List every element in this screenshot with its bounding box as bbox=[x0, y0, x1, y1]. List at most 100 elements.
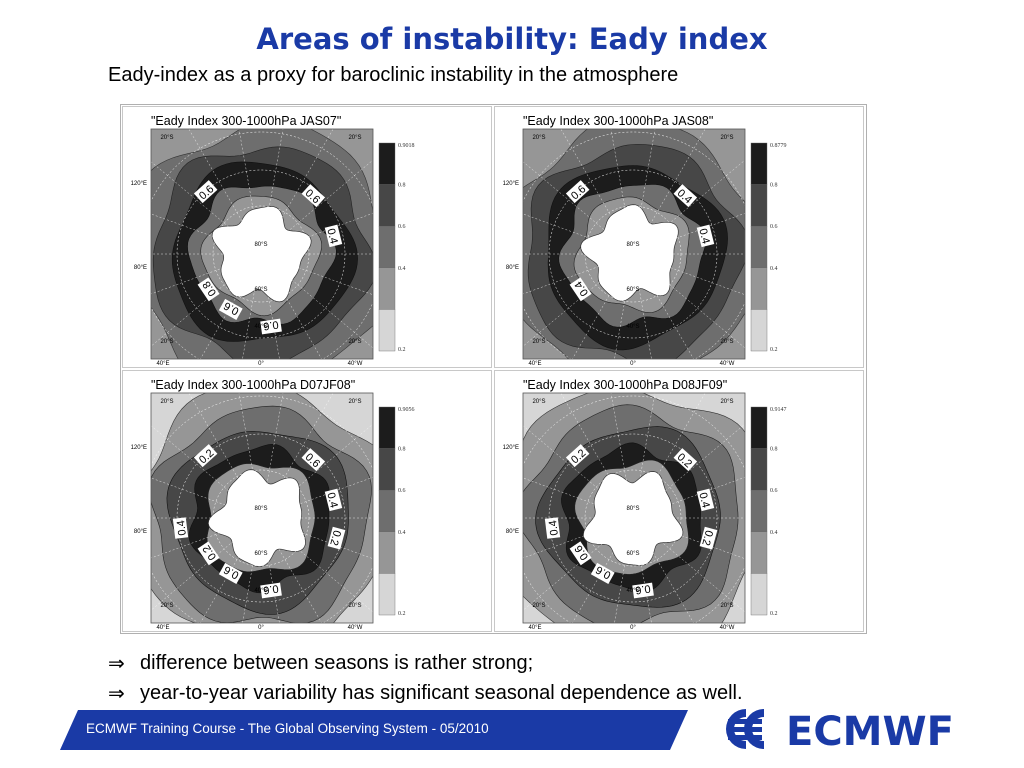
contour-label: 0.6 bbox=[260, 318, 282, 335]
lat-label-60s: 60°S bbox=[254, 551, 267, 557]
contour-label: 0.2 bbox=[327, 526, 346, 550]
legend-swatch bbox=[378, 184, 396, 227]
legend-swatch bbox=[750, 267, 768, 310]
contour-label: 0.2 bbox=[699, 526, 718, 550]
map-panel-d08jf09: 0.2 0.2 0.4 0.6 0.6 0.6 0.4 0.2 80°S 60°S 40°S 20°S… bbox=[494, 370, 864, 632]
contour-label-text: 0.2 bbox=[699, 529, 715, 547]
panel-title: "Eady Index 300-1000hPa D07JF08" bbox=[151, 378, 356, 392]
contour-label-bg bbox=[696, 488, 715, 512]
meridian-line bbox=[523, 213, 745, 295]
lat-label-80s: 80°S bbox=[626, 506, 639, 512]
contour-label-text: 0.4 bbox=[696, 491, 711, 509]
lat-label-40s: 40°S bbox=[626, 324, 639, 330]
legend-max-label: 0.9018 bbox=[398, 143, 415, 149]
ecmwf-logo: ECMWF bbox=[726, 709, 954, 753]
lat-label-20s: 20°S bbox=[160, 339, 173, 345]
legend-swatch bbox=[750, 225, 768, 268]
legend-swatch bbox=[750, 448, 768, 491]
map-canvas: 0.6 0.60.40.80.60.680°S60°S40°S20°S 20°S20… bbox=[131, 128, 415, 367]
lon-label-40e: 40°E bbox=[528, 625, 541, 631]
lat-label-40s: 40°S bbox=[254, 324, 267, 330]
bullet-text: difference between seasons is rather str… bbox=[140, 652, 534, 674]
contour-label-bg bbox=[696, 224, 715, 248]
contour-label-bg bbox=[260, 318, 282, 335]
ecmwf-globe-icon bbox=[726, 709, 764, 749]
map-frame bbox=[522, 128, 746, 360]
contour-label-bg bbox=[301, 184, 326, 208]
map-canvas: 0.2 0.60.40.20.60.60.40.280°S60°S40°S20°S… bbox=[131, 392, 415, 631]
lon-label-0: 0° bbox=[630, 625, 636, 631]
contour-label-bg bbox=[260, 582, 282, 599]
lat-label-40s: 40°S bbox=[626, 588, 639, 594]
panel-title: "Eady Index 300-1000hPa JAS08" bbox=[523, 114, 714, 128]
lon-label-40w: 40°W bbox=[720, 625, 735, 631]
contour-label-bg bbox=[324, 488, 343, 512]
legend-tick-label: 0.2 bbox=[398, 611, 406, 617]
legend-swatch bbox=[750, 489, 768, 532]
legend-tick-label: 0.6 bbox=[398, 224, 406, 230]
map-panel-jas08: 0.6 0.4 0.4 0.4 80°S 60°S 40°S 20°S 20°S 20°S 20°S… bbox=[494, 106, 864, 368]
eady-field: 0.6 0.40.40.4 bbox=[523, 129, 745, 359]
contour-label-text: 0.6 bbox=[262, 318, 279, 332]
lon-label-40e: 40°E bbox=[156, 625, 169, 631]
eady-field: 0.2 0.20.40.60.60.60.40.2 bbox=[523, 393, 745, 623]
legend-tick-label: 0.4 bbox=[398, 266, 406, 272]
legend-swatch bbox=[378, 225, 396, 268]
contour-label-bg bbox=[699, 526, 718, 550]
contour-label-bg bbox=[590, 562, 615, 584]
legend-swatch bbox=[750, 573, 768, 616]
contour-label: 0.4 bbox=[696, 488, 715, 512]
bullet-list: ⇒ difference between seasons is rather s… bbox=[108, 648, 743, 708]
contour-label-bg bbox=[193, 444, 218, 468]
lon-label-120e: 120°E bbox=[503, 181, 519, 187]
contour-label: 0.4 bbox=[324, 224, 343, 248]
bullet-item: ⇒ difference between seasons is rather s… bbox=[108, 648, 743, 678]
lat-label-20s: 20°S bbox=[532, 603, 545, 609]
contour-label-bg bbox=[324, 224, 343, 248]
legend-tick-label: 0.6 bbox=[770, 488, 778, 494]
legend-swatch bbox=[378, 267, 396, 310]
lat-label-20s: 20°S bbox=[348, 339, 361, 345]
legend-tick-label: 0.4 bbox=[770, 266, 778, 272]
lon-label-80e: 80°E bbox=[134, 265, 147, 271]
contour-label-bg bbox=[172, 517, 189, 539]
map-panel-jas07: 0.6 0.6 0.4 0.8 0.6 0.6 80°S 60°S 40°S 20°S 20°S 20… bbox=[122, 106, 492, 368]
lat-label-20s: 20°S bbox=[348, 603, 361, 609]
contour-label-text: 0.2 bbox=[327, 529, 343, 547]
lon-label-80e: 80°E bbox=[134, 529, 147, 535]
panel-title: "Eady Index 300-1000hPa D08JF09" bbox=[523, 378, 728, 392]
legend-swatch bbox=[750, 309, 768, 352]
map-frame bbox=[150, 128, 374, 360]
lat-label-20s: 20°S bbox=[720, 399, 733, 405]
contour-label-bg bbox=[673, 184, 698, 208]
legend-tick-label: 0.8 bbox=[398, 183, 406, 189]
lat-label-20s: 20°S bbox=[532, 399, 545, 405]
legend-tick-label: 0.4 bbox=[398, 530, 406, 536]
legend-swatch bbox=[378, 531, 396, 574]
contour-label-bg bbox=[569, 541, 592, 566]
map-frame bbox=[522, 392, 746, 624]
legend-tick-label: 0.8 bbox=[398, 447, 406, 453]
lat-label-20s: 20°S bbox=[532, 135, 545, 141]
contour-label-bg bbox=[218, 298, 243, 320]
legend-tick-label: 0.6 bbox=[398, 488, 406, 494]
eady-field: 0.2 0.60.40.20.60.60.40.2 bbox=[151, 393, 373, 623]
implies-arrow-icon: ⇒ bbox=[108, 651, 125, 675]
footer-text: ECMWF Training Course - The Global Obser… bbox=[86, 721, 489, 736]
legend-swatch bbox=[378, 309, 396, 352]
legend-tick-label: 0.8 bbox=[770, 183, 778, 189]
contour-label-text: 0.4 bbox=[324, 491, 339, 509]
lat-label-20s: 20°S bbox=[160, 603, 173, 609]
contour-label-text: 0.6 bbox=[262, 582, 279, 596]
contour-label-text: 0.6 bbox=[634, 582, 651, 596]
legend-tick-label: 0.6 bbox=[770, 224, 778, 230]
lat-label-80s: 80°S bbox=[254, 506, 267, 512]
legend-swatch bbox=[750, 184, 768, 227]
legend-max-label: 0.9147 bbox=[770, 407, 787, 413]
legend-max-label: 0.9056 bbox=[398, 407, 415, 413]
legend-tick-label: 0.2 bbox=[770, 611, 778, 617]
lat-label-80s: 80°S bbox=[626, 242, 639, 248]
contour-label-text: 0.4 bbox=[175, 520, 189, 537]
map-canvas: 0.2 0.20.40.60.60.60.40.280°S60°S40°S20°S… bbox=[503, 392, 787, 631]
lon-label-80e: 80°E bbox=[506, 265, 519, 271]
